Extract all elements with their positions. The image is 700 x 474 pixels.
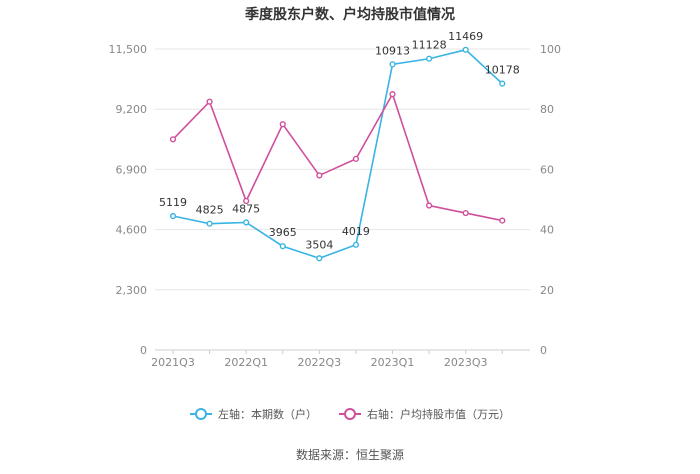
left-series-point <box>499 80 506 87</box>
data-label: 11469 <box>448 30 483 43</box>
left-series-line <box>172 48 503 260</box>
axes: 0 0 2,300 20 4,600 40 6,900 60 9,200 80 11,500 100 2… <box>109 43 562 369</box>
legend-swatch-right-icon <box>339 408 361 420</box>
legend-label-right-series: 右轴：户均持股市值（万元） <box>367 408 510 421</box>
left-axis-tick-label: 9,200 <box>116 103 148 116</box>
data-label: 4825 <box>196 204 224 217</box>
data-label: 4019 <box>342 225 370 238</box>
left-axis-tick-label: 11,500 <box>109 43 148 56</box>
right-series-point <box>389 91 396 98</box>
right-series-point <box>352 155 360 162</box>
right-series-point <box>462 209 469 217</box>
left-axis-tick-label: 6,900 <box>116 163 148 176</box>
legend: 左轴：本期数（户） 右轴：户均持股市值（万元） <box>0 406 700 422</box>
legend-item-right-series[interactable]: 右轴：户均持股市值（万元） <box>339 406 510 422</box>
legend-swatch-left-icon <box>190 408 212 420</box>
series <box>169 46 506 262</box>
right-series-line <box>172 92 503 222</box>
right-series-point <box>425 202 433 209</box>
left-axis-tick-label: 2,300 <box>116 284 148 297</box>
data-label: 3965 <box>269 226 297 239</box>
right-series-point <box>279 121 286 128</box>
data-label: 11128 <box>412 39 447 52</box>
x-axis-tick-label: 2022Q3 <box>298 356 342 369</box>
x-axis-tick-label: 2023Q3 <box>444 356 488 369</box>
grid <box>155 48 530 351</box>
legend-label-left-series: 左轴：本期数（户） <box>218 408 317 421</box>
chart-title: 季度股东户数、户均持股市值情况 <box>245 7 455 23</box>
right-axis-tick-label: 100 <box>540 43 561 56</box>
right-series-point <box>316 172 323 179</box>
right-axis-tick-label: 0 <box>540 344 547 357</box>
left-series-point <box>169 212 177 220</box>
right-axis-tick-label: 20 <box>540 284 554 297</box>
left-series-point <box>243 219 250 226</box>
data-source: 数据来源：恒生聚源 <box>295 448 404 462</box>
x-axis-tick-label: 2023Q1 <box>371 356 415 369</box>
right-series-point <box>206 98 213 105</box>
right-series-point <box>243 197 250 205</box>
left-series-point <box>279 243 286 250</box>
right-axis-tick-label: 40 <box>540 224 554 237</box>
left-series-point <box>316 255 323 262</box>
x-axis-tick-label: 2022Q1 <box>224 356 268 369</box>
data-label: 10913 <box>375 44 410 57</box>
left-series-point <box>389 61 396 68</box>
data-label: 5119 <box>159 196 187 209</box>
data-label: 10178 <box>485 64 520 77</box>
left-series-point <box>425 55 433 62</box>
right-series-point <box>499 217 506 224</box>
right-axis-tick-label: 80 <box>540 103 554 116</box>
left-series-point <box>462 46 469 53</box>
legend-item-left-series[interactable]: 左轴：本期数（户） <box>190 406 317 422</box>
left-axis-tick-label: 4,600 <box>116 224 148 237</box>
data-label: 3504 <box>305 238 333 251</box>
left-axis-tick-label: 0 <box>140 344 147 357</box>
data-label: 4875 <box>232 202 260 215</box>
left-series-point <box>352 241 360 248</box>
right-axis-tick-label: 60 <box>540 163 554 176</box>
x-axis-tick-label: 2021Q3 <box>151 356 195 369</box>
right-series-point <box>169 136 177 143</box>
left-series-point <box>206 220 213 227</box>
